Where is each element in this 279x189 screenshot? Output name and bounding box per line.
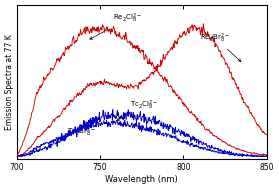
Text: Tc$_2$Cl$_8^{2-}$: Tc$_2$Cl$_8^{2-}$ (117, 99, 158, 121)
Y-axis label: Emission Spectra at 77 K: Emission Spectra at 77 K (5, 34, 14, 129)
Text: Re$_2$Cl$_8^{2-}$: Re$_2$Cl$_8^{2-}$ (90, 12, 143, 39)
Text: Tc$_2$Br$_8^{2-}$: Tc$_2$Br$_8^{2-}$ (67, 125, 96, 139)
X-axis label: Wavelength (nm): Wavelength (nm) (105, 175, 178, 184)
Text: Re$_2$Br$_8^{2-}$: Re$_2$Br$_8^{2-}$ (200, 31, 241, 62)
